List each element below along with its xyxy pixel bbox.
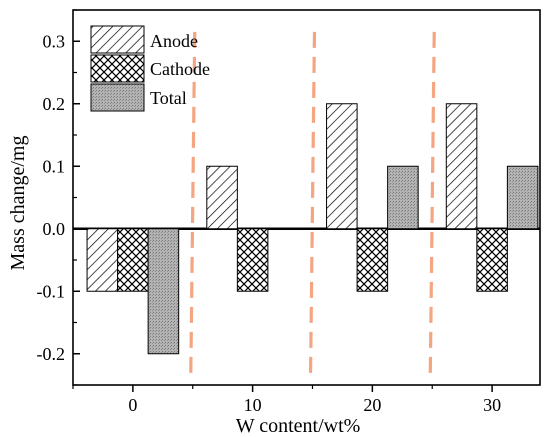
bar-total-30 bbox=[506, 165, 539, 230]
y-tick-label: 0.3 bbox=[43, 31, 66, 51]
divider-lines bbox=[189, 31, 436, 379]
divider-line bbox=[428, 31, 436, 379]
bar-anode-20 bbox=[326, 103, 358, 230]
x-tick-label: 20 bbox=[363, 395, 381, 415]
legend-label-cathode: Cathode bbox=[150, 59, 210, 79]
divider-line bbox=[189, 31, 197, 379]
x-tick-label: 0 bbox=[128, 395, 137, 415]
bar-cathode-30 bbox=[476, 228, 508, 292]
legend-swatch-total bbox=[90, 83, 145, 112]
y-tick-label: -0.1 bbox=[37, 281, 66, 301]
legend-swatch-cathode bbox=[90, 54, 145, 83]
legend-label-total: Total bbox=[150, 88, 187, 108]
bar-anode-0 bbox=[86, 228, 119, 292]
legend: Anode Cathode Total bbox=[90, 25, 210, 112]
y-tick-label: 0.1 bbox=[43, 156, 66, 176]
bar-cathode-0 bbox=[117, 228, 149, 292]
y-tick-label: -0.2 bbox=[37, 344, 66, 364]
y-axis-title: Mass change/mg bbox=[7, 136, 29, 271]
bar-total-0 bbox=[147, 228, 180, 355]
bar-total-20 bbox=[387, 165, 419, 230]
legend-label-anode: Anode bbox=[150, 31, 198, 51]
divider-line bbox=[308, 31, 317, 379]
bar-cathode-10 bbox=[236, 228, 269, 292]
legend-swatch-anode bbox=[90, 25, 145, 54]
bar-anode-10 bbox=[206, 165, 238, 230]
y-tick-label: 0.0 bbox=[43, 219, 66, 239]
ticks: -0.2 -0.1 0.0 0.1 0.2 0.3 0 10 20 30 bbox=[37, 9, 501, 415]
x-axis-title: W content/wt% bbox=[236, 415, 361, 437]
x-tick-label: 30 bbox=[483, 395, 501, 415]
bar-anode-30 bbox=[445, 103, 478, 230]
x-tick-label: 10 bbox=[244, 395, 262, 415]
bar-cathode-20 bbox=[356, 228, 389, 292]
y-tick-label: 0.2 bbox=[43, 94, 66, 114]
bars bbox=[86, 103, 539, 355]
